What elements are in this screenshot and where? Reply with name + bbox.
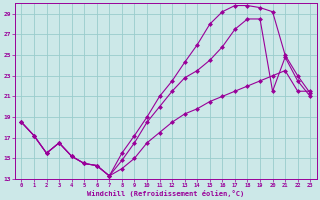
X-axis label: Windchill (Refroidissement éolien,°C): Windchill (Refroidissement éolien,°C) xyxy=(87,190,244,197)
